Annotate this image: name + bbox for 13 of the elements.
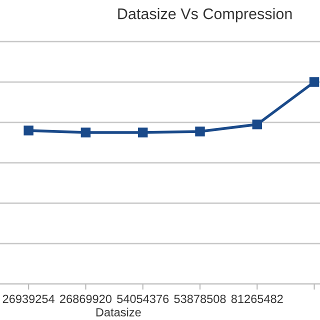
- point: [80, 128, 91, 138]
- chart-title: Datasize Vs Compression: [118, 8, 292, 22]
- x-tick-label: 54054376: [117, 294, 169, 304]
- point: [24, 126, 34, 136]
- x-tick-label: 53878508: [174, 294, 226, 304]
- x-axis-title: Datasize: [96, 308, 141, 316]
- point: [252, 120, 262, 130]
- x-tick-label: 26939254: [2, 294, 54, 304]
- point: [309, 77, 320, 87]
- x-tick-label: 81265482: [231, 294, 283, 304]
- point: [195, 126, 205, 136]
- point: [138, 128, 148, 138]
- x-tick-label: 26869920: [60, 294, 112, 304]
